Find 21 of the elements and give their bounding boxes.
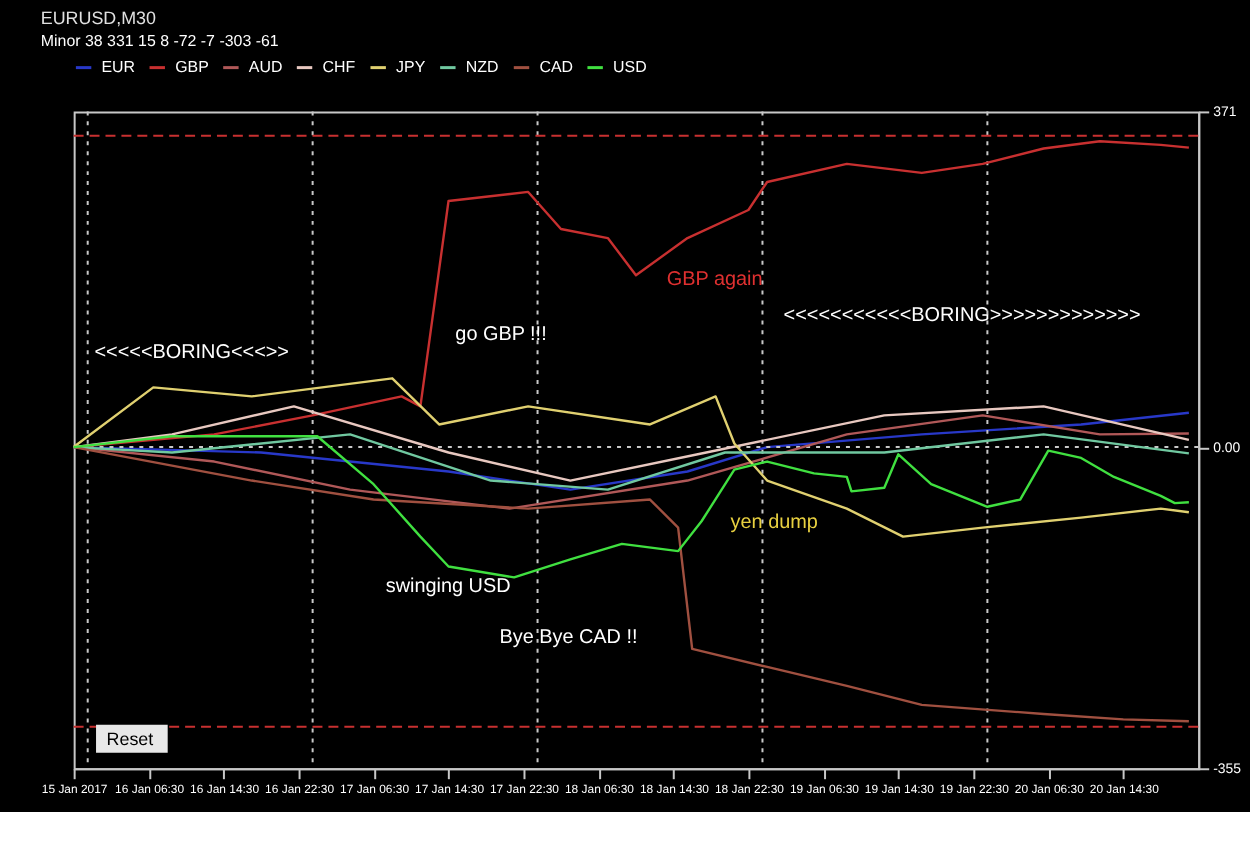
annotation: Reset bbox=[106, 728, 155, 749]
chart-title: EURUSD,M30 bbox=[40, 7, 157, 28]
legend-label: USD bbox=[613, 57, 648, 76]
line-series bbox=[72, 435, 1191, 579]
legend-label: CHF bbox=[322, 57, 356, 76]
legend-label: CAD bbox=[539, 57, 574, 76]
annotation: Bye Bye CAD !! bbox=[499, 626, 638, 649]
annotation: <<<<<BORING<<<>> bbox=[94, 342, 290, 365]
annotation: go GBP !!! bbox=[455, 324, 547, 347]
legend-label: GBP bbox=[175, 57, 209, 76]
line-series bbox=[72, 377, 1191, 538]
annotation: swinging USD bbox=[385, 575, 511, 598]
annotation: GBP again bbox=[666, 268, 763, 291]
legend-label: NZD bbox=[465, 57, 499, 76]
annotation: yen dump bbox=[730, 511, 819, 534]
legend-label: AUD bbox=[248, 57, 283, 76]
line-series bbox=[72, 445, 1191, 723]
legend-label: JPY bbox=[396, 57, 427, 76]
annotation: <<<<<<<<<<<BORING>>>>>>>>>>>>> bbox=[783, 305, 1141, 328]
legend-label: EUR bbox=[101, 57, 136, 76]
chart-subtitle: Minor 38 331 15 8 -72 -7 -303 -61 bbox=[40, 31, 280, 50]
